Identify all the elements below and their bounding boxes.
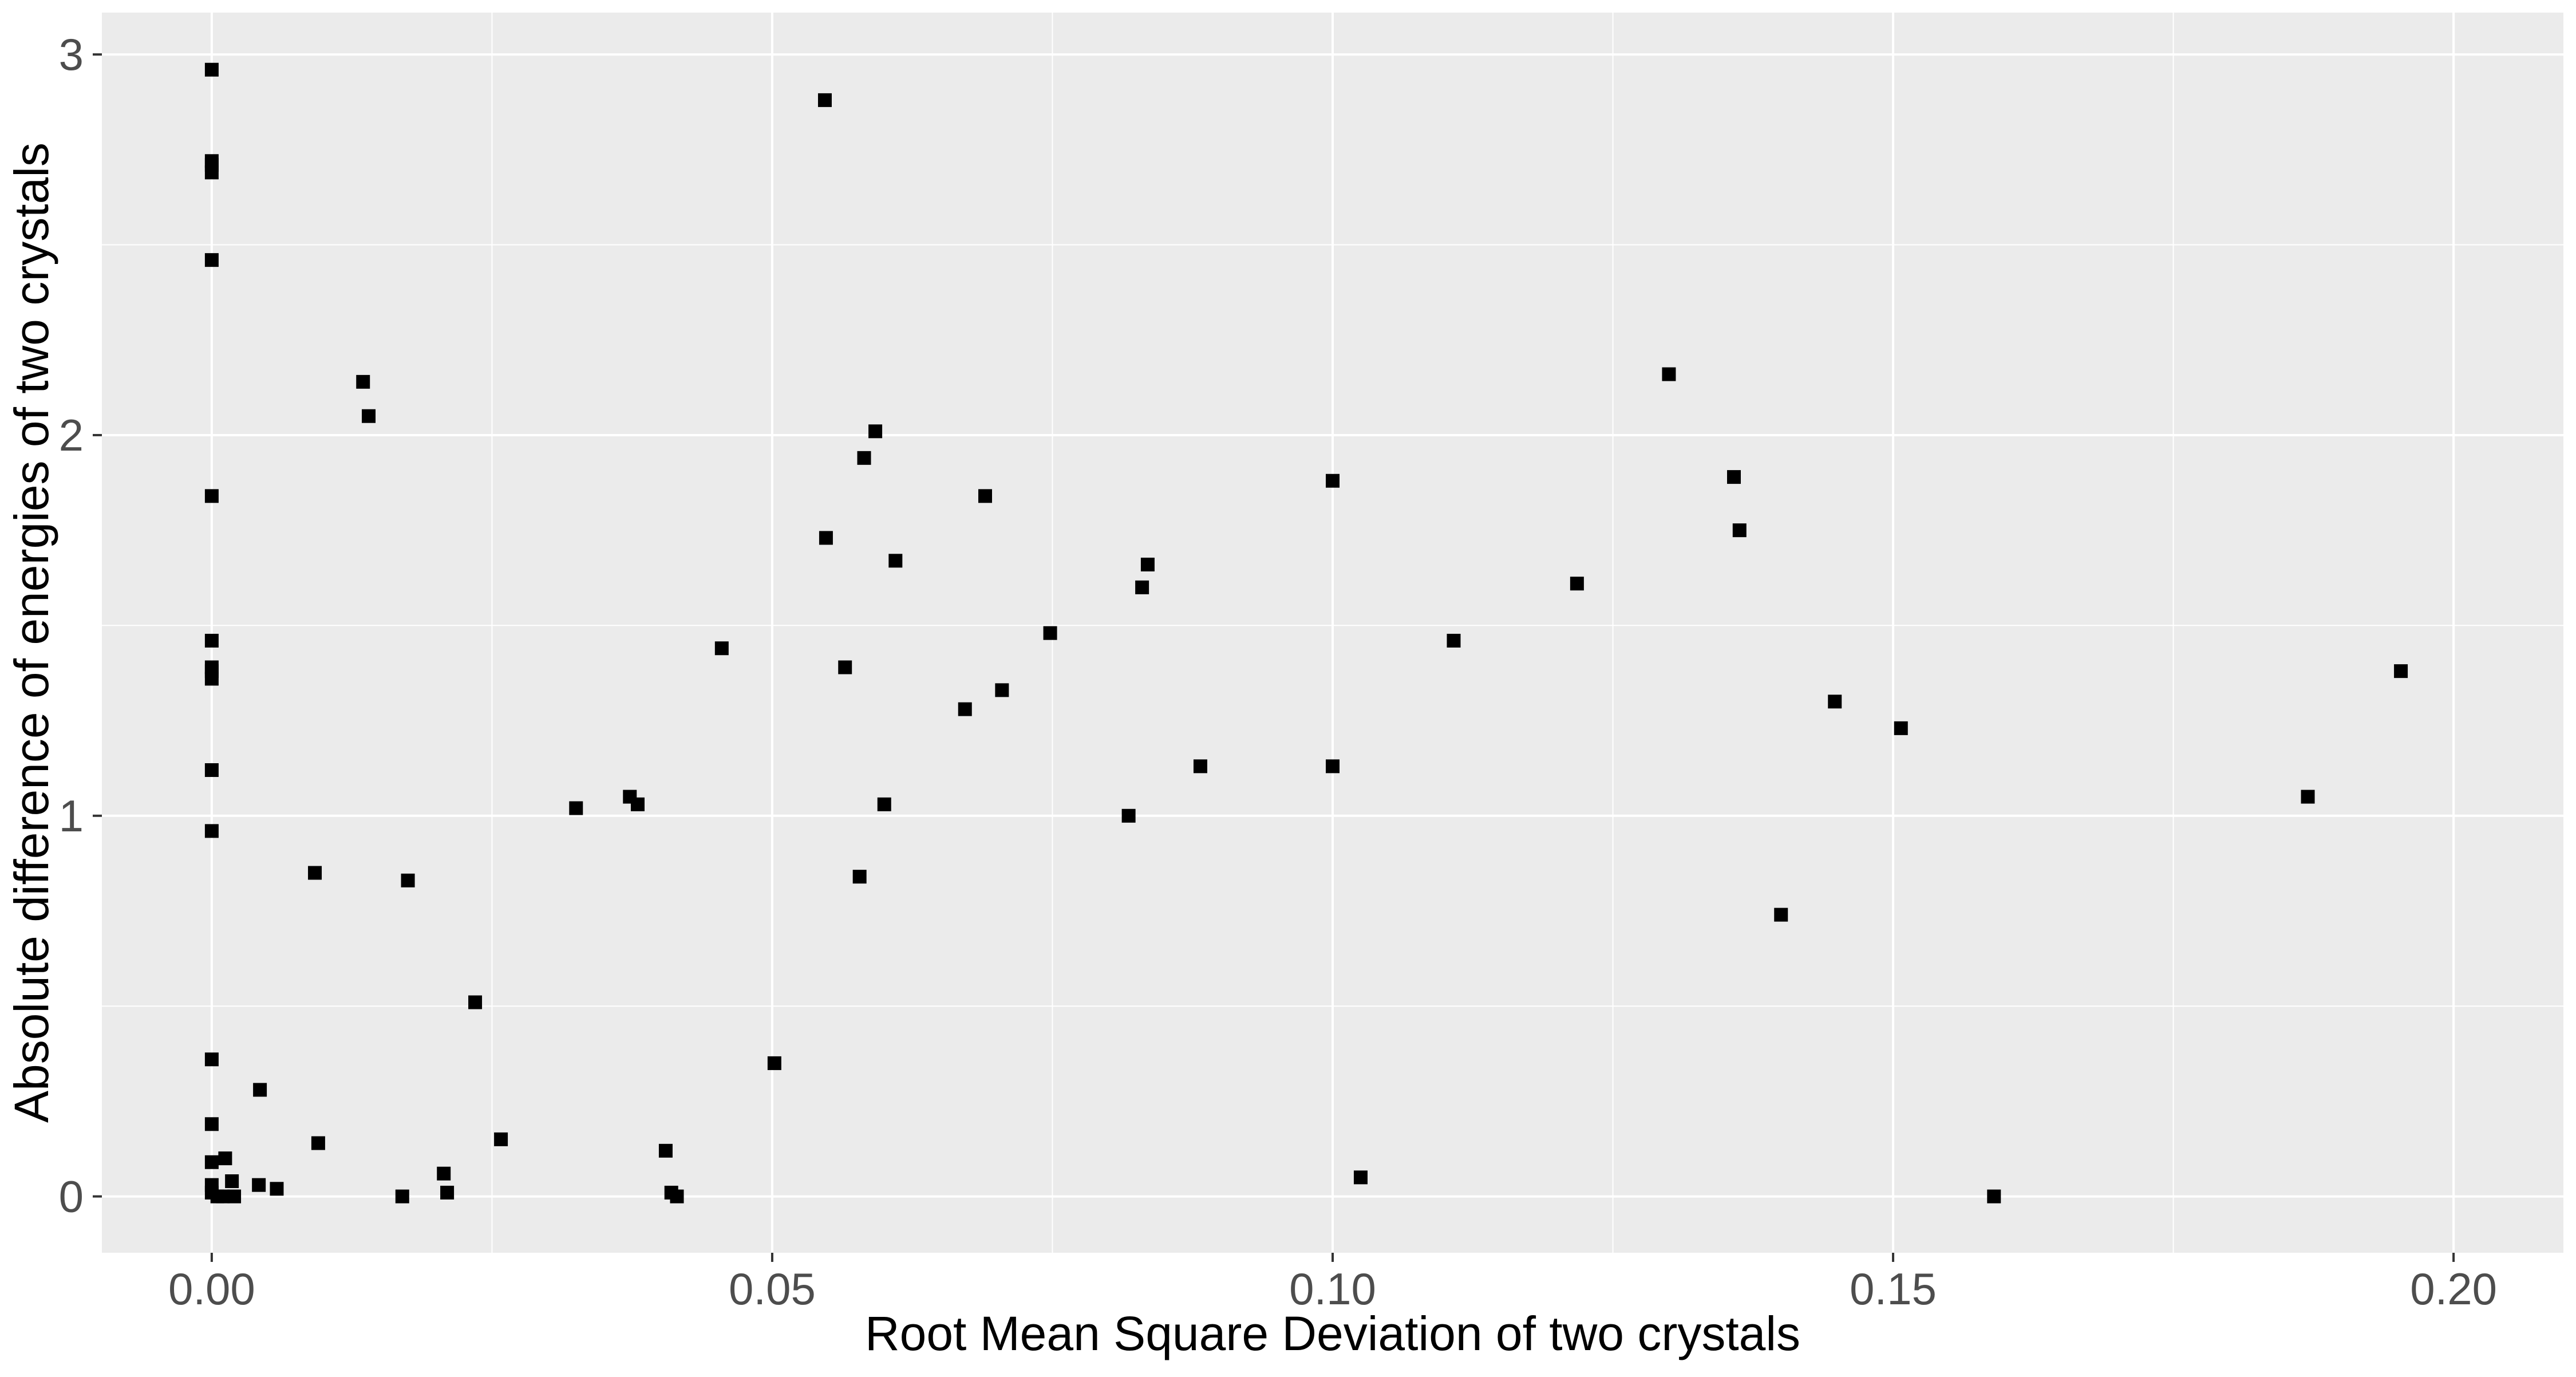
data-point [1135,580,1149,594]
y-tick-label: 3 [59,29,84,80]
data-point [838,660,852,674]
data-point [817,93,832,107]
data-point [995,683,1009,697]
data-point [362,409,376,423]
data-point [978,489,992,503]
data-point [204,489,219,503]
data-point [204,1052,219,1067]
data-point [204,1155,219,1169]
data-point [204,253,219,267]
data-point [1121,808,1136,823]
data-point [1727,470,1741,484]
data-point [437,1166,451,1181]
y-axis-title: Absolute difference of energies of two c… [5,143,58,1123]
data-point [308,866,322,880]
data-point [204,672,219,686]
data-point [204,62,219,77]
data-point [1732,523,1747,538]
data-point [1193,759,1207,774]
y-axis-ticks: 0 1 2 3 [59,29,102,1222]
data-point [1828,695,1842,709]
data-point [852,870,867,884]
data-point [204,824,219,838]
data-point [868,424,883,439]
x-axis-ticks: 0.00 0.05 0.10 0.15 0.20 [168,1253,2497,1314]
data-point [204,633,219,648]
data-point [1353,1170,1368,1185]
data-point [204,763,219,778]
data-point [1447,633,1461,648]
data-point [714,641,729,656]
data-point [630,797,645,811]
data-point [395,1189,409,1204]
data-point [468,995,483,1009]
data-point [401,873,415,887]
x-axis-title: Root Mean Square Deviation of two crysta… [865,1307,1800,1360]
data-points [204,62,2408,1204]
data-point [1326,759,1340,774]
data-point [569,801,583,815]
data-point [1570,577,1584,591]
data-point [311,1136,325,1150]
data-point [767,1056,781,1070]
data-point [494,1132,508,1146]
data-point [1326,474,1340,488]
data-point [1043,626,1057,640]
data-point [658,1143,673,1158]
data-point [819,531,833,545]
x-tick-label: 0.15 [1850,1264,1937,1314]
data-point [356,374,370,389]
data-point [2394,664,2408,678]
data-point [1140,557,1155,571]
data-point [888,554,903,568]
y-tick-label: 0 [59,1171,84,1222]
x-tick-label: 0.00 [168,1264,255,1314]
data-point [225,1174,239,1189]
data-point [204,165,219,180]
data-point [670,1189,684,1204]
data-point [857,451,871,465]
x-tick-label: 0.05 [729,1264,816,1314]
data-point [1774,908,1788,922]
data-point [227,1189,242,1204]
major-gridlines [102,13,2563,1253]
y-tick-label: 1 [59,791,84,841]
data-point [1987,1189,2001,1204]
data-point [958,702,972,716]
data-point [1662,367,1676,381]
data-point [253,1083,267,1097]
data-point [1894,721,1908,735]
data-point [877,797,891,811]
data-point [2301,790,2315,804]
x-tick-label: 0.10 [1289,1264,1376,1314]
data-point [218,1151,232,1166]
data-point [440,1185,455,1200]
y-tick-label: 2 [59,410,84,460]
data-point [252,1178,266,1192]
data-point [270,1182,284,1196]
x-tick-label: 0.20 [2410,1264,2497,1314]
data-point [204,1117,219,1131]
